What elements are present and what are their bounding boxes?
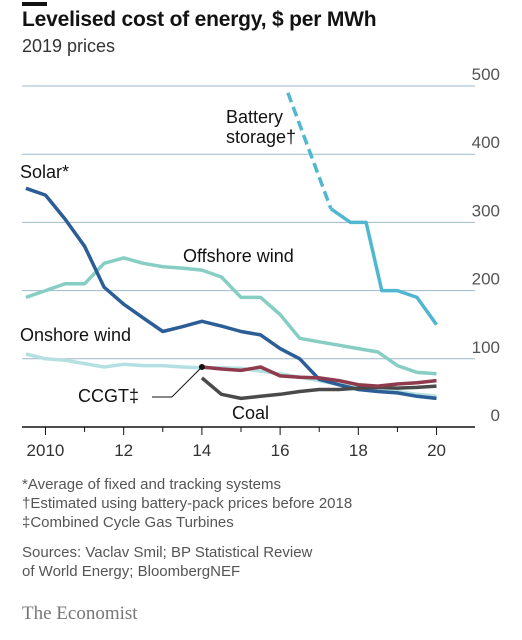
x-tick-label: 20 xyxy=(427,441,446,460)
sources-line-2: of World Energy; BloombergNEF xyxy=(22,563,241,580)
y-tick-label: 100 xyxy=(472,338,500,357)
brand-logo: The Economist xyxy=(22,603,138,624)
series-line-battery-dashed xyxy=(286,92,333,210)
ccgt-leader-dot xyxy=(198,363,205,370)
x-tick-label: 2010 xyxy=(27,441,65,460)
x-tick-label: 18 xyxy=(349,441,368,460)
y-tick-label: 500 xyxy=(472,65,500,84)
y-tick-label: 300 xyxy=(472,201,500,220)
footnote-solar: *Average of fixed and tracking systems xyxy=(22,476,282,493)
series-label-battery: storage† xyxy=(226,127,296,147)
y-tick-label: 200 xyxy=(472,270,500,289)
series-line-ccgt xyxy=(201,365,437,388)
series-label-offshore: Offshore wind xyxy=(183,246,294,266)
sources-line-1: Sources: Vaclav Smil; BP Statistical Rev… xyxy=(22,544,313,561)
title-rule xyxy=(22,2,47,6)
series-layer xyxy=(25,92,438,401)
y-tick-label: 400 xyxy=(472,133,500,152)
chart-svg: 0 100 200 300 400 500 2010 12 14 16 18 20 Batterysto… xyxy=(20,65,500,460)
ccgt-leader-line xyxy=(152,366,203,398)
series-label-onshore: Onshore wind xyxy=(20,325,131,345)
series-line-offshore xyxy=(25,256,437,376)
series-line-coal xyxy=(200,376,437,401)
x-tick-label: 16 xyxy=(271,441,290,460)
x-tick-label: 12 xyxy=(114,441,133,460)
chart-subtitle: 2019 prices xyxy=(22,36,116,56)
series-label-battery: Battery xyxy=(226,107,283,127)
y-tick-label: 0 xyxy=(491,406,500,425)
series-line-solar xyxy=(25,186,437,401)
footnote-ccgt: ‡Combined Cycle Gas Turbines xyxy=(22,514,234,531)
series-line-battery xyxy=(329,207,438,326)
series-label-solar: Solar* xyxy=(20,162,69,182)
series-label-ccgt: CCGT‡ xyxy=(78,386,139,406)
footnote-battery: †Estimated using battery-pack prices bef… xyxy=(22,495,353,512)
label-layer: 0 100 200 300 400 500 2010 12 14 16 18 20 Batterysto… xyxy=(20,65,500,460)
x-tick-label: 14 xyxy=(192,441,211,460)
footnotes: *Average of fixed and tracking systems †… xyxy=(22,475,352,532)
series-label-coal: Coal xyxy=(232,403,269,423)
sources: Sources: Vaclav Smil; BP Statistical Rev… xyxy=(22,543,312,581)
chart-title: Levelised cost of energy, $ per MWh xyxy=(22,8,377,31)
